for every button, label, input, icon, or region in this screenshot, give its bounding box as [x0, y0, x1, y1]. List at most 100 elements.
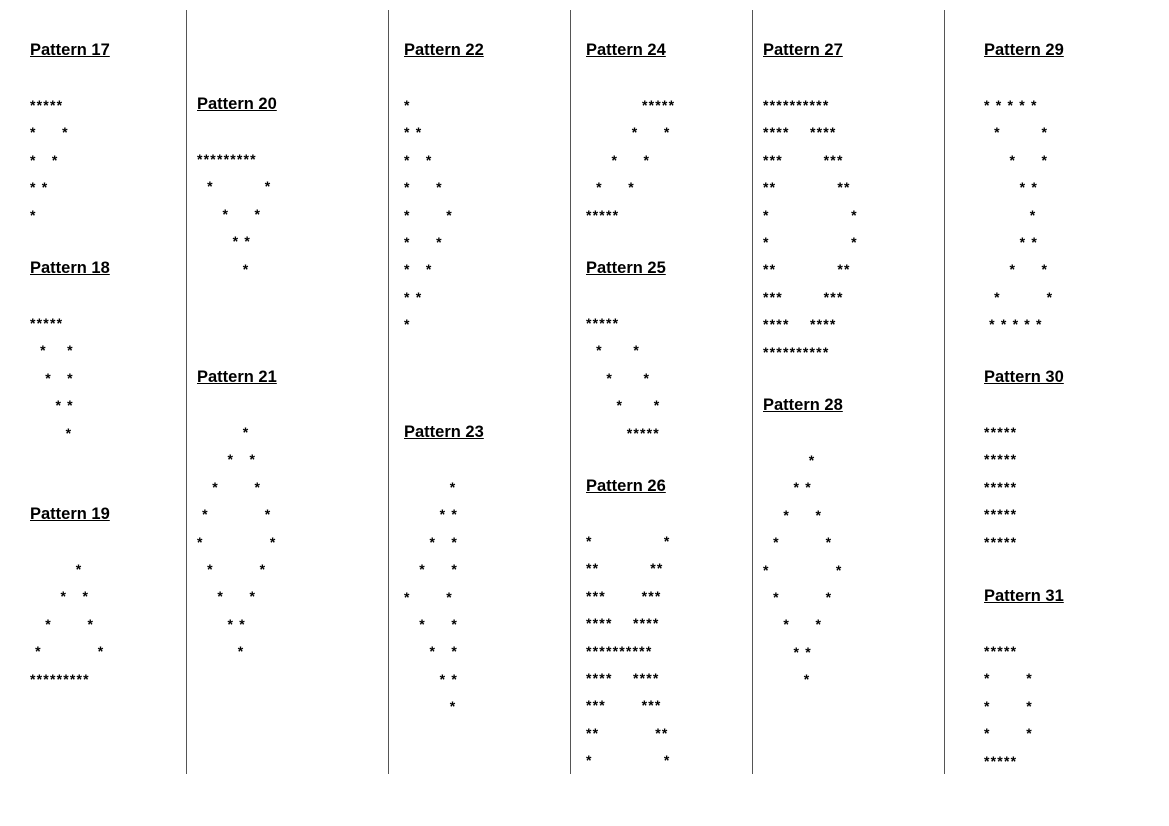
column-divider-4 [752, 10, 753, 774]
pattern-line: ** ** [586, 724, 669, 741]
pattern-line: * * [586, 342, 641, 359]
pattern-line: * * [30, 179, 49, 196]
pattern-line: ********* [197, 151, 257, 167]
pattern-21: Pattern 21 * * * * * * * * * * * * * * *… [197, 367, 277, 666]
pattern-title: Pattern 22 [404, 41, 484, 59]
pattern-line: * [197, 424, 250, 440]
pattern-line: * * [404, 643, 459, 660]
pattern-title: Pattern 31 [984, 587, 1064, 605]
pattern-line: * [30, 424, 73, 441]
pattern-line: * [197, 643, 245, 660]
pattern-22: Pattern 22 * * * * * * * * * * * * * * *… [404, 40, 484, 339]
pattern-line: * * [404, 533, 459, 550]
pattern-line: * [984, 206, 1037, 223]
pattern-line: * [763, 452, 816, 468]
pattern-line: *** *** [586, 587, 662, 604]
pattern-line: **** **** [763, 124, 837, 141]
pattern-body: ***** * * * * * * ***** [586, 92, 675, 229]
pattern-body: ***** * * * * * * * [30, 92, 110, 229]
pattern-line: * * [30, 342, 74, 359]
pattern-title: Pattern 25 [586, 259, 666, 277]
pattern-line: * * [197, 451, 257, 468]
pattern-title: Pattern 18 [30, 259, 110, 277]
pattern-25: Pattern 25 ***** * * * * * * ***** [586, 258, 666, 447]
pattern-line: * * [404, 670, 459, 687]
pattern-line: ***** [984, 533, 1018, 550]
pattern-line: * * [197, 233, 252, 250]
pattern-body: * * * * * * * * * * * * * * * * [404, 474, 484, 721]
pattern-line: * * [763, 643, 812, 660]
pattern-title: Pattern 20 [197, 95, 277, 113]
pattern-line: * [404, 698, 457, 715]
pattern-line: * * [30, 643, 105, 660]
pattern-line: * * [763, 616, 823, 633]
pattern-line: * * [30, 151, 59, 168]
pattern-line: ** ** [586, 560, 664, 577]
pattern-line: ***** [30, 97, 64, 113]
pattern-line: * * [30, 369, 74, 386]
pattern-line: * * [984, 233, 1039, 250]
pattern-line: **** **** [586, 669, 660, 686]
column-divider-2 [388, 10, 389, 774]
pattern-line: * * [197, 588, 257, 605]
pattern-line: * * [404, 561, 459, 578]
pattern-line: * * [30, 588, 90, 605]
pattern-line: * * [586, 179, 635, 196]
pattern-line: ********** [586, 642, 653, 659]
pattern-body: * * ** ** *** *** **** **** ********** *… [586, 528, 671, 775]
pattern-line: * * [197, 205, 262, 222]
pattern-line: ***** [586, 315, 620, 331]
pattern-title: Pattern 19 [30, 505, 110, 523]
pattern-line: * * [586, 397, 661, 414]
pattern-line: * * [763, 588, 833, 605]
pattern-line: ********** [763, 97, 830, 113]
pattern-line: * * [197, 506, 272, 523]
pattern-line: ** ** [763, 179, 851, 196]
pattern-line: * * [984, 697, 1033, 714]
pattern-line: * * [197, 560, 267, 577]
pattern-line: * * [30, 124, 69, 141]
pattern-line: ***** [586, 206, 620, 223]
pattern-line: *** *** [763, 288, 844, 305]
pattern-line: * * [763, 206, 858, 223]
pattern-line: * * [197, 615, 246, 632]
pattern-line: * [30, 561, 83, 577]
pattern-line: * * [984, 261, 1049, 278]
pattern-23: Pattern 23 * * * * * * * * * * * * * * *… [404, 422, 484, 721]
pattern-line: * * [404, 615, 459, 632]
pattern-28: Pattern 28 * * * * * * * * * * * * * * *… [763, 395, 843, 694]
pattern-body: ***** ***** ***** ***** ***** [984, 419, 1064, 556]
pattern-line: * * [984, 179, 1039, 196]
column-divider-3 [570, 10, 571, 774]
pattern-line: * [763, 671, 811, 688]
pattern-line: ***** [984, 752, 1018, 769]
pattern-body: ***** * * * * * * * [30, 310, 110, 447]
pattern-line: * * [197, 533, 277, 550]
pattern-line: * * [404, 261, 433, 278]
pattern-18: Pattern 18 ***** * * * * * * * [30, 258, 110, 447]
pattern-29: Pattern 29 * * * * * * * * * * * * * * *… [984, 40, 1064, 339]
pattern-line: ***** [586, 424, 660, 441]
pattern-title: Pattern 24 [586, 41, 666, 59]
pattern-line: * [404, 479, 457, 495]
pattern-line: * * [404, 588, 453, 605]
pattern-line: * [404, 316, 411, 333]
pattern-line: **** **** [763, 316, 837, 333]
pattern-title: Pattern 29 [984, 41, 1064, 59]
pattern-line: * * [763, 534, 833, 551]
pattern-line: * * [586, 533, 671, 549]
pattern-title: Pattern 26 [586, 477, 666, 495]
pattern-line: * * * * * [984, 97, 1038, 113]
pattern-line: * * [984, 151, 1049, 168]
pattern-line: * * [586, 151, 651, 168]
pattern-26: Pattern 26 * * ** ** *** *** **** **** *… [586, 476, 671, 775]
pattern-line: ** ** [763, 261, 851, 278]
pattern-title: Pattern 21 [197, 368, 277, 386]
pattern-line: ***** [984, 643, 1018, 659]
pattern-19: Pattern 19 * * * * * * * ********* [30, 504, 110, 693]
pattern-line: * * [586, 752, 671, 769]
pattern-body: ***** * * * * * * ***** [984, 638, 1064, 775]
pattern-17: Pattern 17 ***** * * * * * * * [30, 40, 110, 229]
pattern-line: * * [586, 124, 671, 141]
pattern-line: ***** [30, 315, 64, 331]
